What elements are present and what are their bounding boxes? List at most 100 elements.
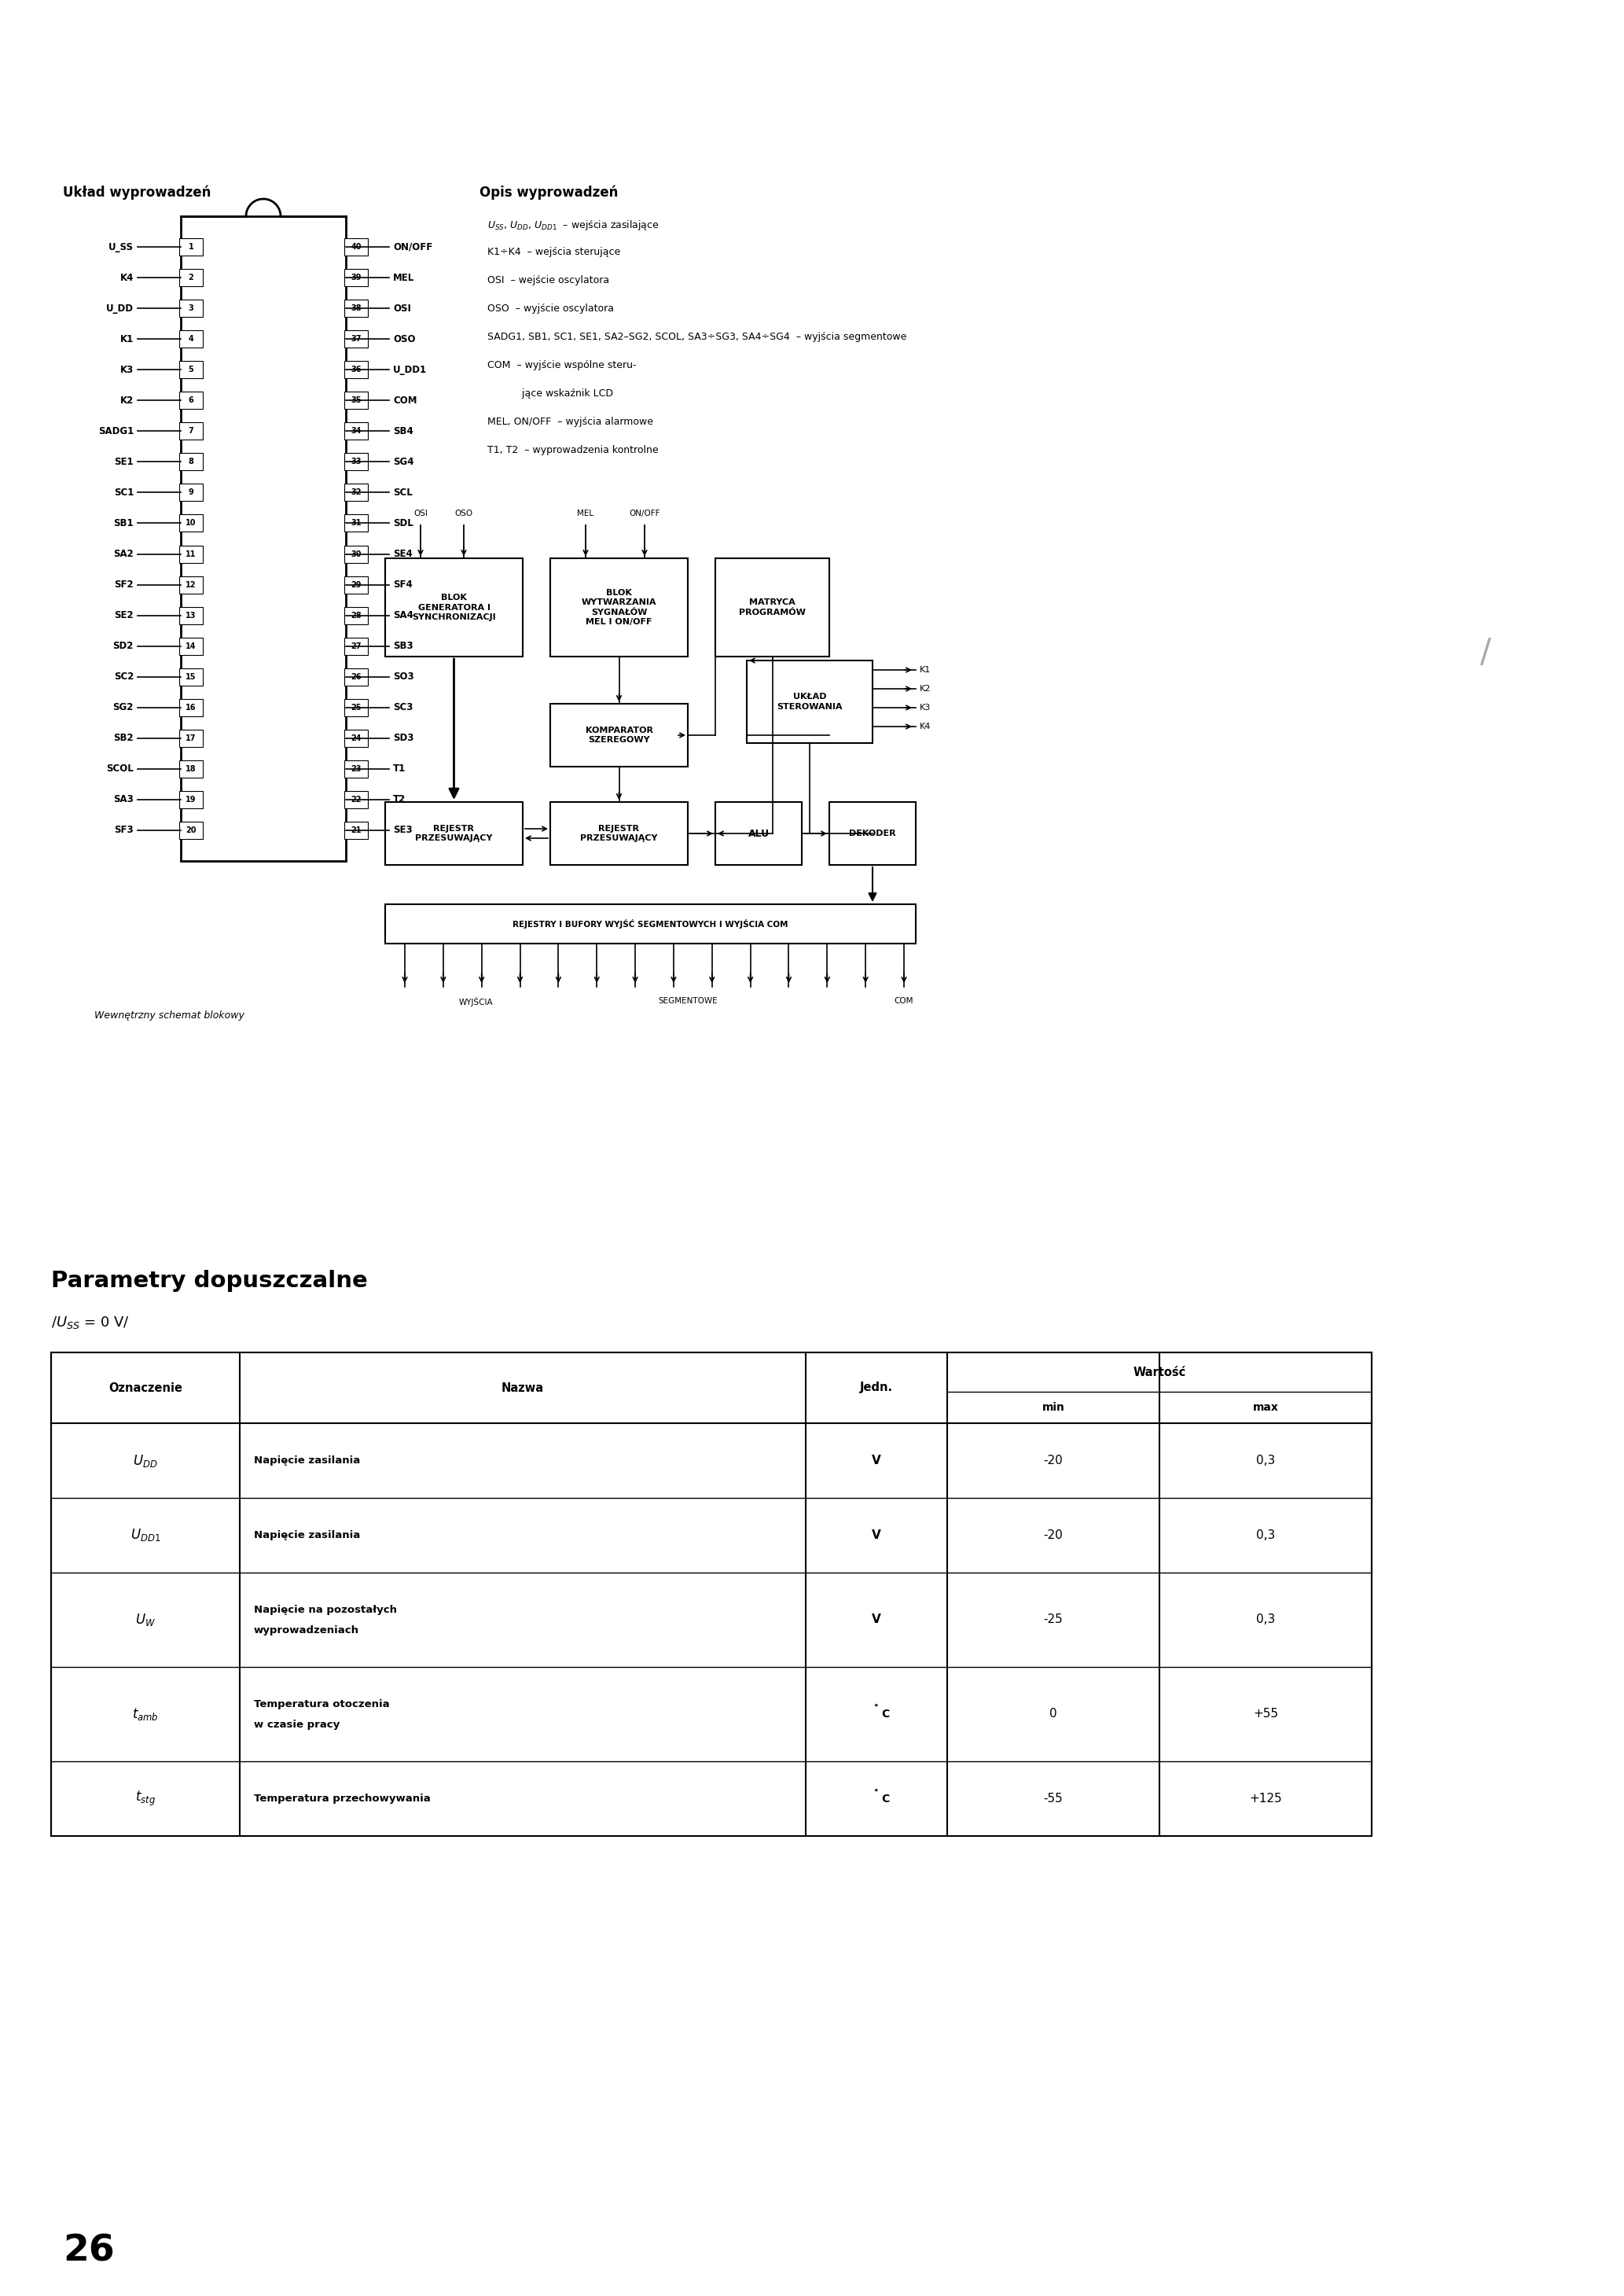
Bar — [179, 698, 203, 716]
Text: SE4: SE4 — [393, 549, 412, 560]
Text: °: ° — [874, 1789, 879, 1795]
Text: BLOK: BLOK — [442, 595, 466, 602]
Bar — [551, 705, 689, 767]
Text: MEL: MEL — [393, 273, 414, 282]
Text: 12: 12 — [185, 581, 197, 588]
Bar — [179, 668, 203, 687]
Text: Temperatura przechowywania: Temperatura przechowywania — [253, 1793, 430, 1805]
Text: K4: K4 — [120, 273, 133, 282]
Text: GENERATORA I: GENERATORA I — [417, 604, 490, 611]
Text: SC1: SC1 — [114, 487, 133, 498]
Text: Napięcie zasilania: Napięcie zasilania — [253, 1529, 361, 1541]
Text: 14: 14 — [185, 643, 197, 650]
Text: SE2: SE2 — [114, 611, 133, 620]
Text: SE1: SE1 — [114, 457, 133, 466]
Text: +55: +55 — [1254, 1708, 1278, 1720]
Text: 1: 1 — [188, 243, 193, 250]
Text: SZEREGOWY: SZEREGOWY — [588, 737, 650, 744]
Text: 21: 21 — [351, 827, 362, 833]
Text: DEKODER: DEKODER — [849, 829, 896, 838]
Text: 13: 13 — [185, 611, 197, 620]
Bar — [747, 661, 872, 744]
Bar — [179, 638, 203, 654]
Text: K4: K4 — [919, 723, 931, 730]
Bar — [179, 822, 203, 838]
Bar — [344, 668, 369, 687]
Bar — [50, 1352, 1372, 1837]
Text: ON/OFF: ON/OFF — [393, 241, 432, 253]
Text: 18: 18 — [185, 765, 197, 774]
Text: SD3: SD3 — [393, 732, 414, 744]
Text: -25: -25 — [1044, 1614, 1064, 1626]
Text: SB3: SB3 — [393, 641, 412, 652]
Text: REJESTRY I BUFORY WYJŚĆ SEGMENTOWYCH I WYJŚCIA COM: REJESTRY I BUFORY WYJŚĆ SEGMENTOWYCH I W… — [513, 918, 788, 928]
Bar — [344, 760, 369, 778]
Text: $t_{stg}$: $t_{stg}$ — [135, 1789, 156, 1807]
Text: 3: 3 — [188, 305, 193, 312]
Text: K3: K3 — [120, 365, 133, 374]
Text: MEL I ON/OFF: MEL I ON/OFF — [586, 618, 653, 627]
Bar — [179, 393, 203, 409]
Text: SADG1: SADG1 — [97, 427, 133, 436]
Text: SF4: SF4 — [393, 579, 412, 590]
Text: 31: 31 — [351, 519, 362, 528]
Text: PROGRAMÓW: PROGRAMÓW — [739, 608, 806, 615]
Text: 24: 24 — [351, 735, 362, 742]
Text: STEROWANIA: STEROWANIA — [776, 703, 843, 709]
Text: 9: 9 — [188, 489, 193, 496]
Bar — [551, 801, 689, 866]
Text: 36: 36 — [351, 365, 362, 374]
Text: V: V — [872, 1529, 882, 1541]
Text: 0,3: 0,3 — [1255, 1529, 1275, 1541]
Text: Napięcie na pozostałych: Napięcie na pozostałych — [253, 1605, 396, 1614]
Text: 0,3: 0,3 — [1255, 1456, 1275, 1467]
Text: K1: K1 — [919, 666, 931, 673]
Text: Układ wyprowadzeń: Układ wyprowadzeń — [63, 184, 211, 200]
Text: COM: COM — [393, 395, 417, 406]
Text: 25: 25 — [351, 703, 362, 712]
Bar — [179, 239, 203, 255]
Text: ALU: ALU — [749, 829, 770, 838]
Bar — [385, 801, 523, 866]
Text: 30: 30 — [351, 551, 362, 558]
Text: K2: K2 — [120, 395, 133, 406]
Text: 35: 35 — [351, 397, 362, 404]
Text: 5: 5 — [188, 365, 193, 374]
Text: wyprowadzeniach: wyprowadzeniach — [253, 1626, 359, 1635]
Bar — [344, 514, 369, 533]
Text: REJESTR: REJESTR — [434, 824, 474, 833]
Text: min: min — [1043, 1403, 1065, 1412]
Text: 27: 27 — [351, 643, 362, 650]
Text: 17: 17 — [185, 735, 197, 742]
Text: SDL: SDL — [393, 519, 412, 528]
Bar — [179, 606, 203, 625]
Text: 8: 8 — [188, 457, 193, 466]
Text: 40: 40 — [351, 243, 362, 250]
Text: UKŁAD: UKŁAD — [793, 693, 827, 700]
Text: K3: K3 — [919, 705, 931, 712]
Text: MEL: MEL — [577, 510, 594, 517]
Bar — [344, 331, 369, 347]
Text: V: V — [872, 1456, 882, 1467]
Bar — [179, 360, 203, 379]
Text: jące wskaźnik LCD: jące wskaźnik LCD — [487, 388, 614, 400]
Bar — [344, 822, 369, 838]
Text: 29: 29 — [351, 581, 362, 588]
Text: Oznaczenie: Oznaczenie — [109, 1382, 182, 1394]
Text: -55: -55 — [1044, 1793, 1064, 1805]
Text: COM: COM — [895, 996, 914, 1006]
Text: WYTWARZANIA: WYTWARZANIA — [581, 599, 656, 606]
Bar — [179, 576, 203, 592]
Text: 37: 37 — [351, 335, 362, 342]
Text: Nazwa: Nazwa — [502, 1382, 544, 1394]
Text: PRZESUWAJĄCY: PRZESUWAJĄCY — [416, 833, 492, 843]
Text: 28: 28 — [351, 611, 362, 620]
Bar — [344, 638, 369, 654]
Text: w czasie pracy: w czasie pracy — [253, 1720, 339, 1729]
Text: SG4: SG4 — [393, 457, 414, 466]
Text: $U_W$: $U_W$ — [135, 1612, 156, 1628]
Text: 20: 20 — [185, 827, 197, 833]
Text: 4: 4 — [188, 335, 193, 342]
Bar — [344, 452, 369, 471]
Text: ON/OFF: ON/OFF — [628, 510, 659, 517]
